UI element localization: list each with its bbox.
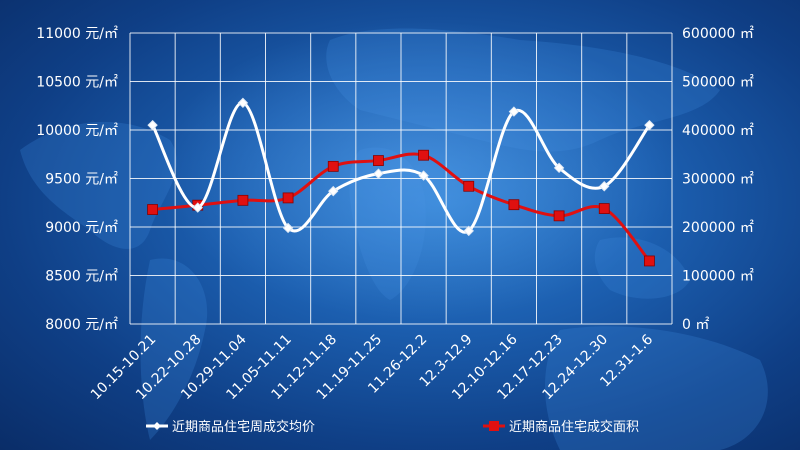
y-left-tick-label: 9500 元/㎡ [45,172,118,188]
legend: 近期商品住宅周成交均价 近期商品住宅成交面积 [146,419,639,435]
data-point-avg-price [373,168,384,179]
data-point-avg-price [463,225,474,237]
y-right-tick-label: 200000 ㎡ [682,220,754,236]
right-axis: 0 ㎡ 100000 ㎡ 200000 ㎡ 300000 ㎡ 400000 ㎡ 50000… [682,26,754,333]
y-left-tick-label: 10000 元/㎡ [36,123,118,139]
data-point-area [644,255,655,267]
data-point-area [327,160,339,172]
y-left-tick-label: 9000 元/㎡ [45,220,118,236]
data-point-avg-price [192,202,203,213]
legend-marker-area [489,421,499,431]
data-point-avg-price [282,222,294,234]
grid-lines [129,32,673,325]
y-right-tick-label: 600000 ㎡ [682,26,754,42]
y-right-tick-label: 300000 ㎡ [682,172,754,188]
y-right-tick-label: 400000 ㎡ [682,123,754,139]
data-point-avg-price [644,119,655,131]
y-right-tick-label: 500000 ㎡ [682,75,754,91]
legend-label-area: 近期商品住宅成交面积 [509,419,639,435]
data-point-avg-price [237,97,249,109]
y-left-tick-label: 10500 元/㎡ [36,75,118,91]
y-right-tick-label: 100000 ㎡ [682,269,754,285]
series-layer [147,97,655,267]
data-point-area [237,194,249,206]
y-left-tick-label: 8000 元/㎡ [45,317,118,333]
left-axis: 8000 元/㎡ 8500 元/㎡ 9000 元/㎡ 9500 元/㎡ 10000 元/… [36,26,118,333]
y-left-tick-label: 11000 元/㎡ [36,26,118,42]
legend-label-avg-price: 近期商品住宅周成交均价 [172,419,315,435]
y-left-tick-label: 8500 元/㎡ [45,269,118,285]
data-point-area [418,149,429,161]
center-glow [160,20,680,320]
data-point-area [463,180,475,192]
data-point-area [282,192,294,204]
data-point-avg-price [599,181,610,192]
y-right-tick-label: 0 ㎡ [682,317,709,333]
data-point-avg-price [328,185,339,197]
data-point-avg-price [553,162,565,174]
data-point-avg-price [147,119,158,131]
data-point-avg-price [508,106,520,117]
data-point-area [508,199,520,211]
legend-marker-avg-price [153,422,161,430]
data-point-avg-price [418,170,429,181]
data-point-area [147,204,158,215]
data-point-area [598,203,610,214]
data-point-area [373,155,384,166]
data-point-area [553,210,565,222]
